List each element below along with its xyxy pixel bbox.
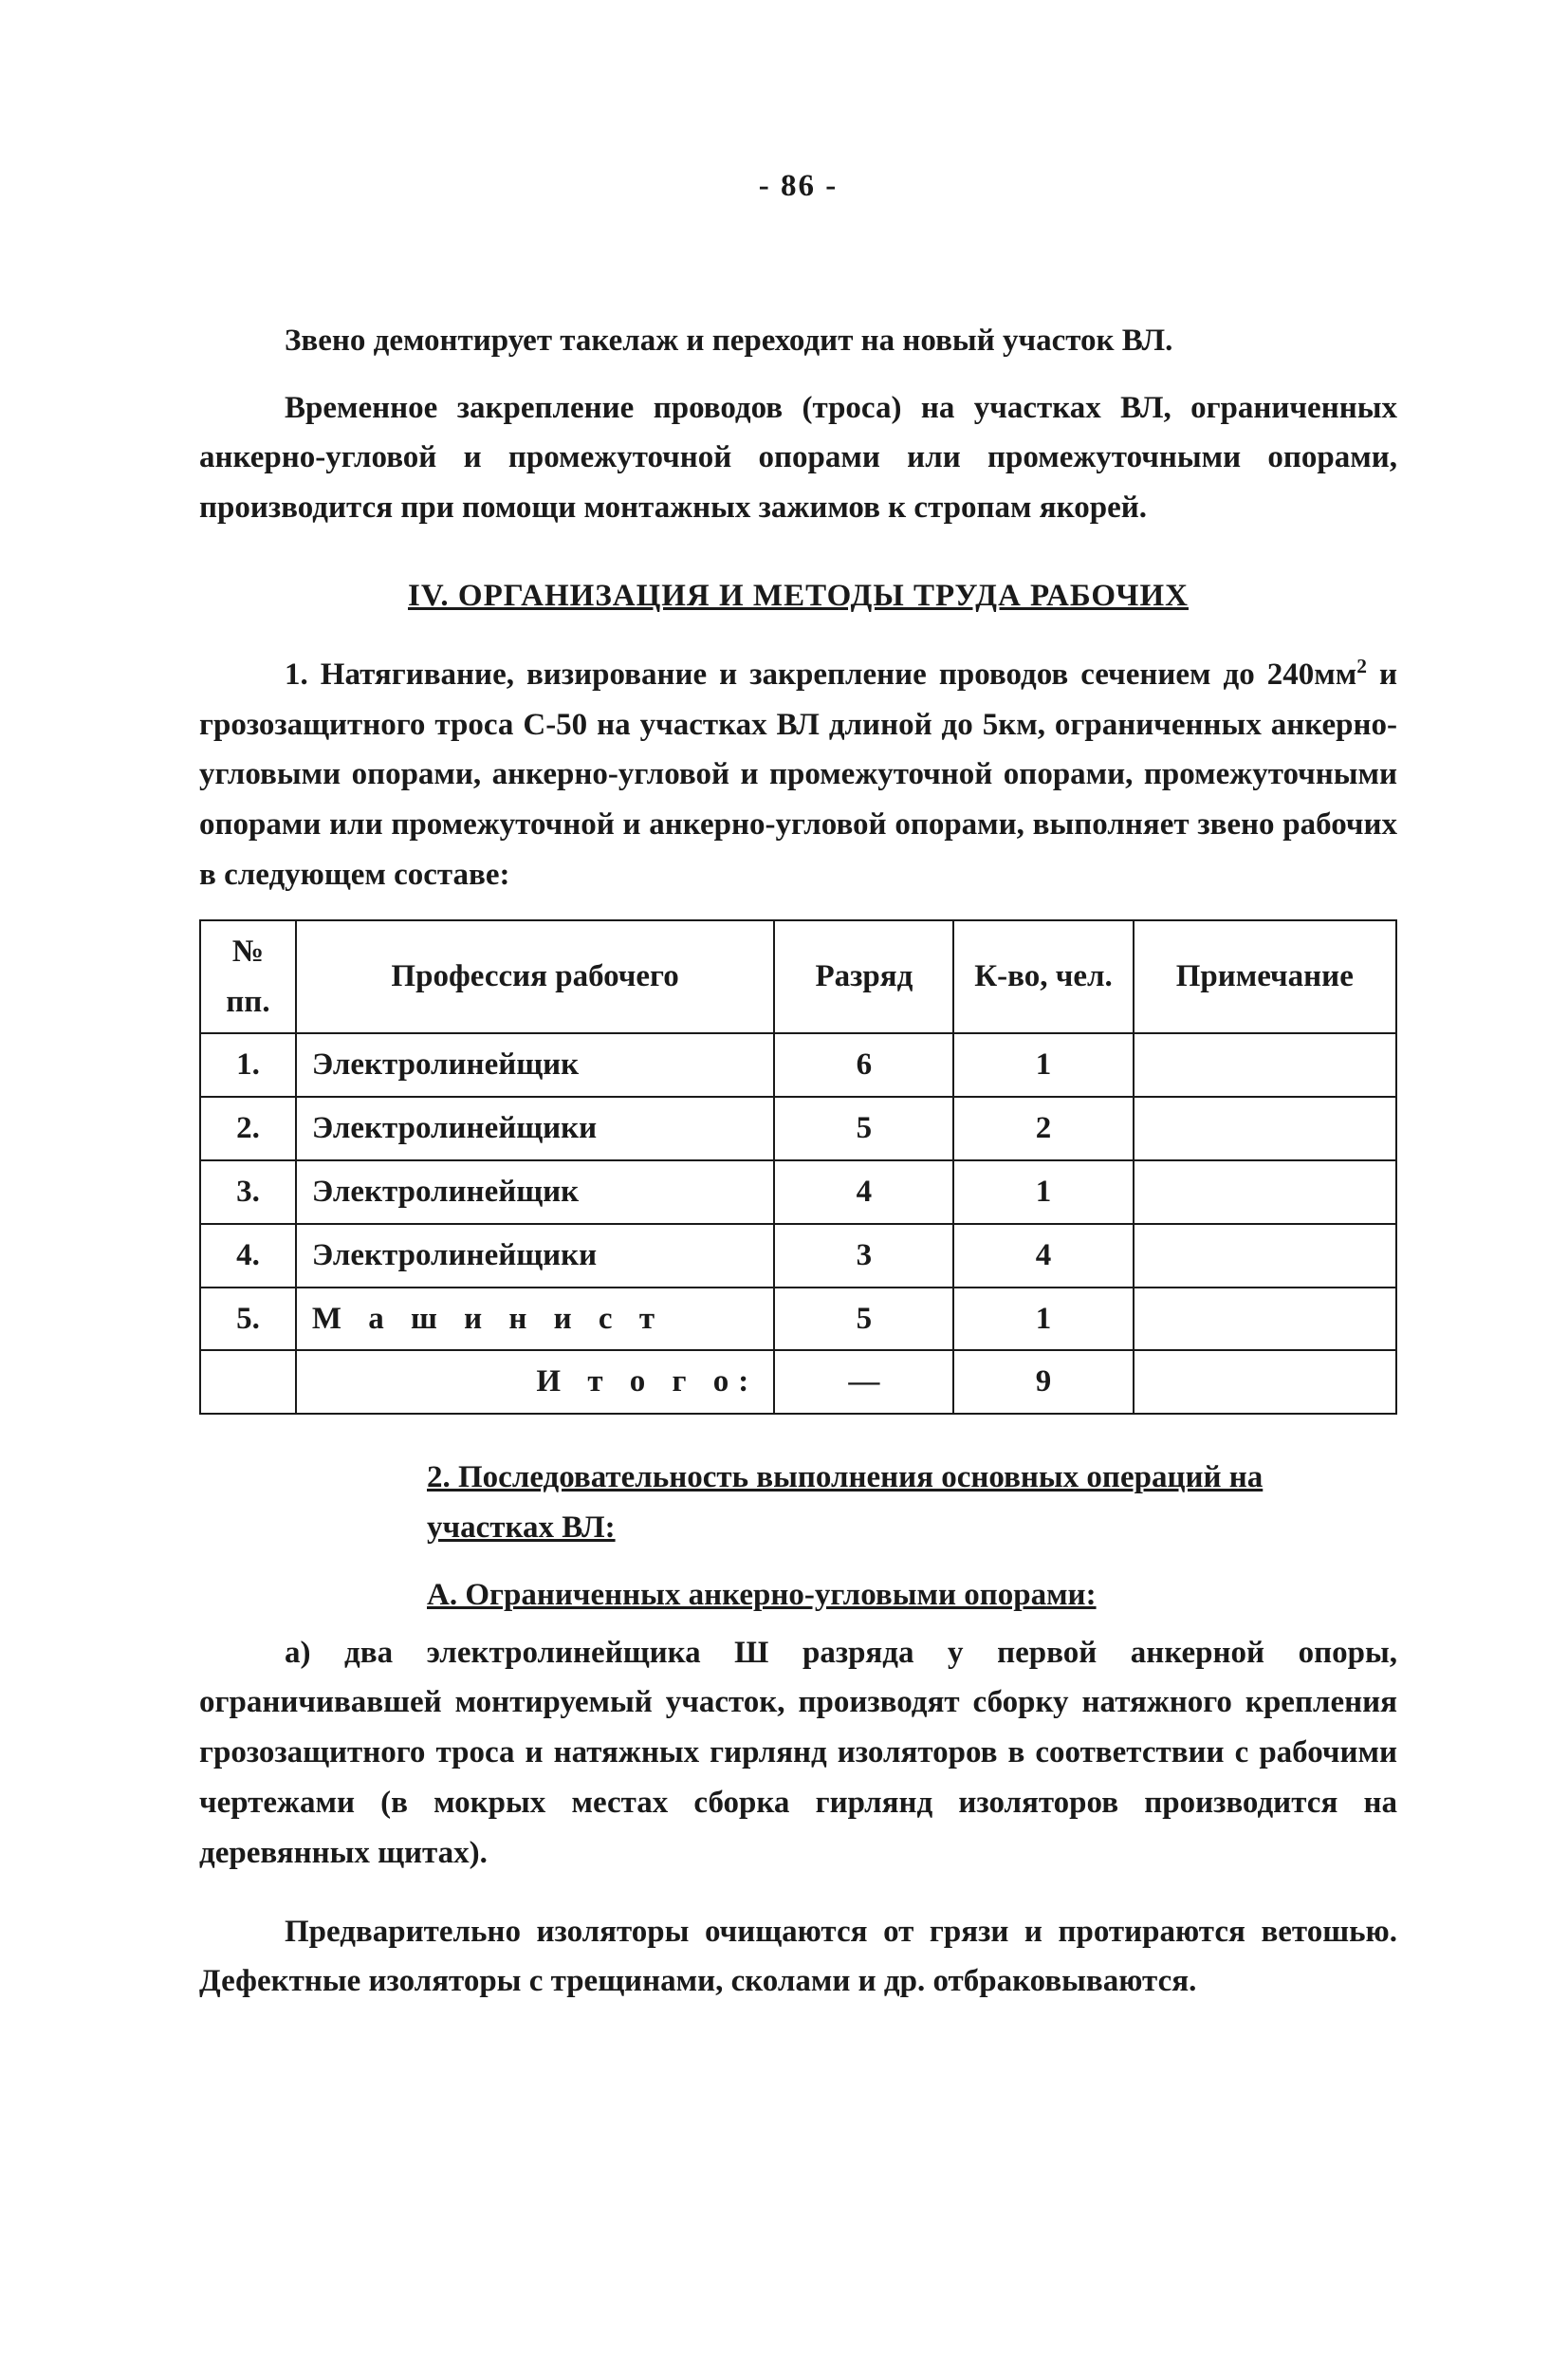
section4-item1: 1. Натягивание, визирование и закреплени… <box>199 650 1397 900</box>
cell-cnt: 1 <box>953 1160 1133 1224</box>
cell-prof: Электролинейщик <box>296 1160 774 1224</box>
cell-rank: 3 <box>774 1224 953 1288</box>
paragraph-bold: Предварительно изоляторы очищаются от гр… <box>199 1907 1397 2008</box>
section-iv-heading: IV. ОРГАНИЗАЦИЯ И МЕТОДЫ ТРУДА РАБОЧИХ <box>199 571 1397 621</box>
col-num: № пп. <box>200 920 296 1034</box>
workers-table: № пп. Профессия рабочего Разряд К-во, че… <box>199 919 1397 1415</box>
cell-cnt: 1 <box>953 1033 1133 1097</box>
table-body: 1. Электролинейщик 6 1 2. Электролинейщи… <box>200 1033 1396 1414</box>
table-header-row: № пп. Профессия рабочего Разряд К-во, че… <box>200 920 1396 1034</box>
table-row: 3. Электролинейщик 4 1 <box>200 1160 1396 1224</box>
cell-note <box>1134 1224 1396 1288</box>
table-row: 4. Электролинейщики 3 4 <box>200 1224 1396 1288</box>
cell-total-rank: — <box>774 1350 953 1414</box>
page-number: - 86 - <box>199 161 1397 212</box>
cell-cnt: 1 <box>953 1288 1133 1351</box>
cell-cnt: 2 <box>953 1097 1133 1160</box>
section4-item1-rest: и грозозащитного троса С-50 на участках … <box>199 658 1397 892</box>
cell-prof: Электролинейщик <box>296 1033 774 1097</box>
cell-prof: Электролинейщики <box>296 1097 774 1160</box>
cell-note <box>1134 1160 1396 1224</box>
cell-num: 4. <box>200 1224 296 1288</box>
cell-cnt: 4 <box>953 1224 1133 1288</box>
cell-num: 1. <box>200 1033 296 1097</box>
cell-rank: 5 <box>774 1288 953 1351</box>
cell-prof: Электролинейщики <box>296 1224 774 1288</box>
col-profession: Профессия рабочего <box>296 920 774 1034</box>
subsection-2-heading: 2. Последовательность выполнения основны… <box>199 1453 1397 1553</box>
section4-item1-prefix: 1. Натягивание, визирование и закреплени… <box>285 658 1356 692</box>
document-page: - 86 - Звено демонтирует такелаж и перех… <box>0 0 1568 2214</box>
cell-empty <box>200 1350 296 1414</box>
col-count: К-во, чел. <box>953 920 1133 1034</box>
table-row: 2. Электролинейщики 5 2 <box>200 1097 1396 1160</box>
cell-total-label: И т о г о: <box>296 1350 774 1414</box>
table-total-row: И т о г о: — 9 <box>200 1350 1396 1414</box>
sub2-line2: участках ВЛ: <box>427 1503 1397 1553</box>
paragraph-2: Временное закрепление проводов (троса) н… <box>199 383 1397 533</box>
table-row: 1. Электролинейщик 6 1 <box>200 1033 1396 1097</box>
cell-num: 5. <box>200 1288 296 1351</box>
cell-rank: 6 <box>774 1033 953 1097</box>
cell-note <box>1134 1097 1396 1160</box>
cell-total-count: 9 <box>953 1350 1133 1414</box>
col-rank: Разряд <box>774 920 953 1034</box>
subsection-a-heading: А. Ограниченных анкерно-угловыми опорами… <box>199 1570 1397 1621</box>
cell-num: 3. <box>200 1160 296 1224</box>
sub2-line1: 2. Последовательность выполнения основны… <box>427 1453 1397 1503</box>
cell-note <box>1134 1288 1396 1351</box>
paragraph-a: а) два электролинейщика Ш разряда у перв… <box>199 1628 1397 1879</box>
cell-note <box>1134 1033 1396 1097</box>
paragraph-1: Звено демонтирует такелаж и переходит на… <box>199 316 1397 366</box>
cell-rank: 5 <box>774 1097 953 1160</box>
col-note: Примечание <box>1134 920 1396 1034</box>
cell-prof: М а ш и н и с т <box>296 1288 774 1351</box>
table-row: 5. М а ш и н и с т 5 1 <box>200 1288 1396 1351</box>
cell-rank: 4 <box>774 1160 953 1224</box>
cell-num: 2. <box>200 1097 296 1160</box>
exponent: 2 <box>1356 655 1367 677</box>
cell-empty <box>1134 1350 1396 1414</box>
